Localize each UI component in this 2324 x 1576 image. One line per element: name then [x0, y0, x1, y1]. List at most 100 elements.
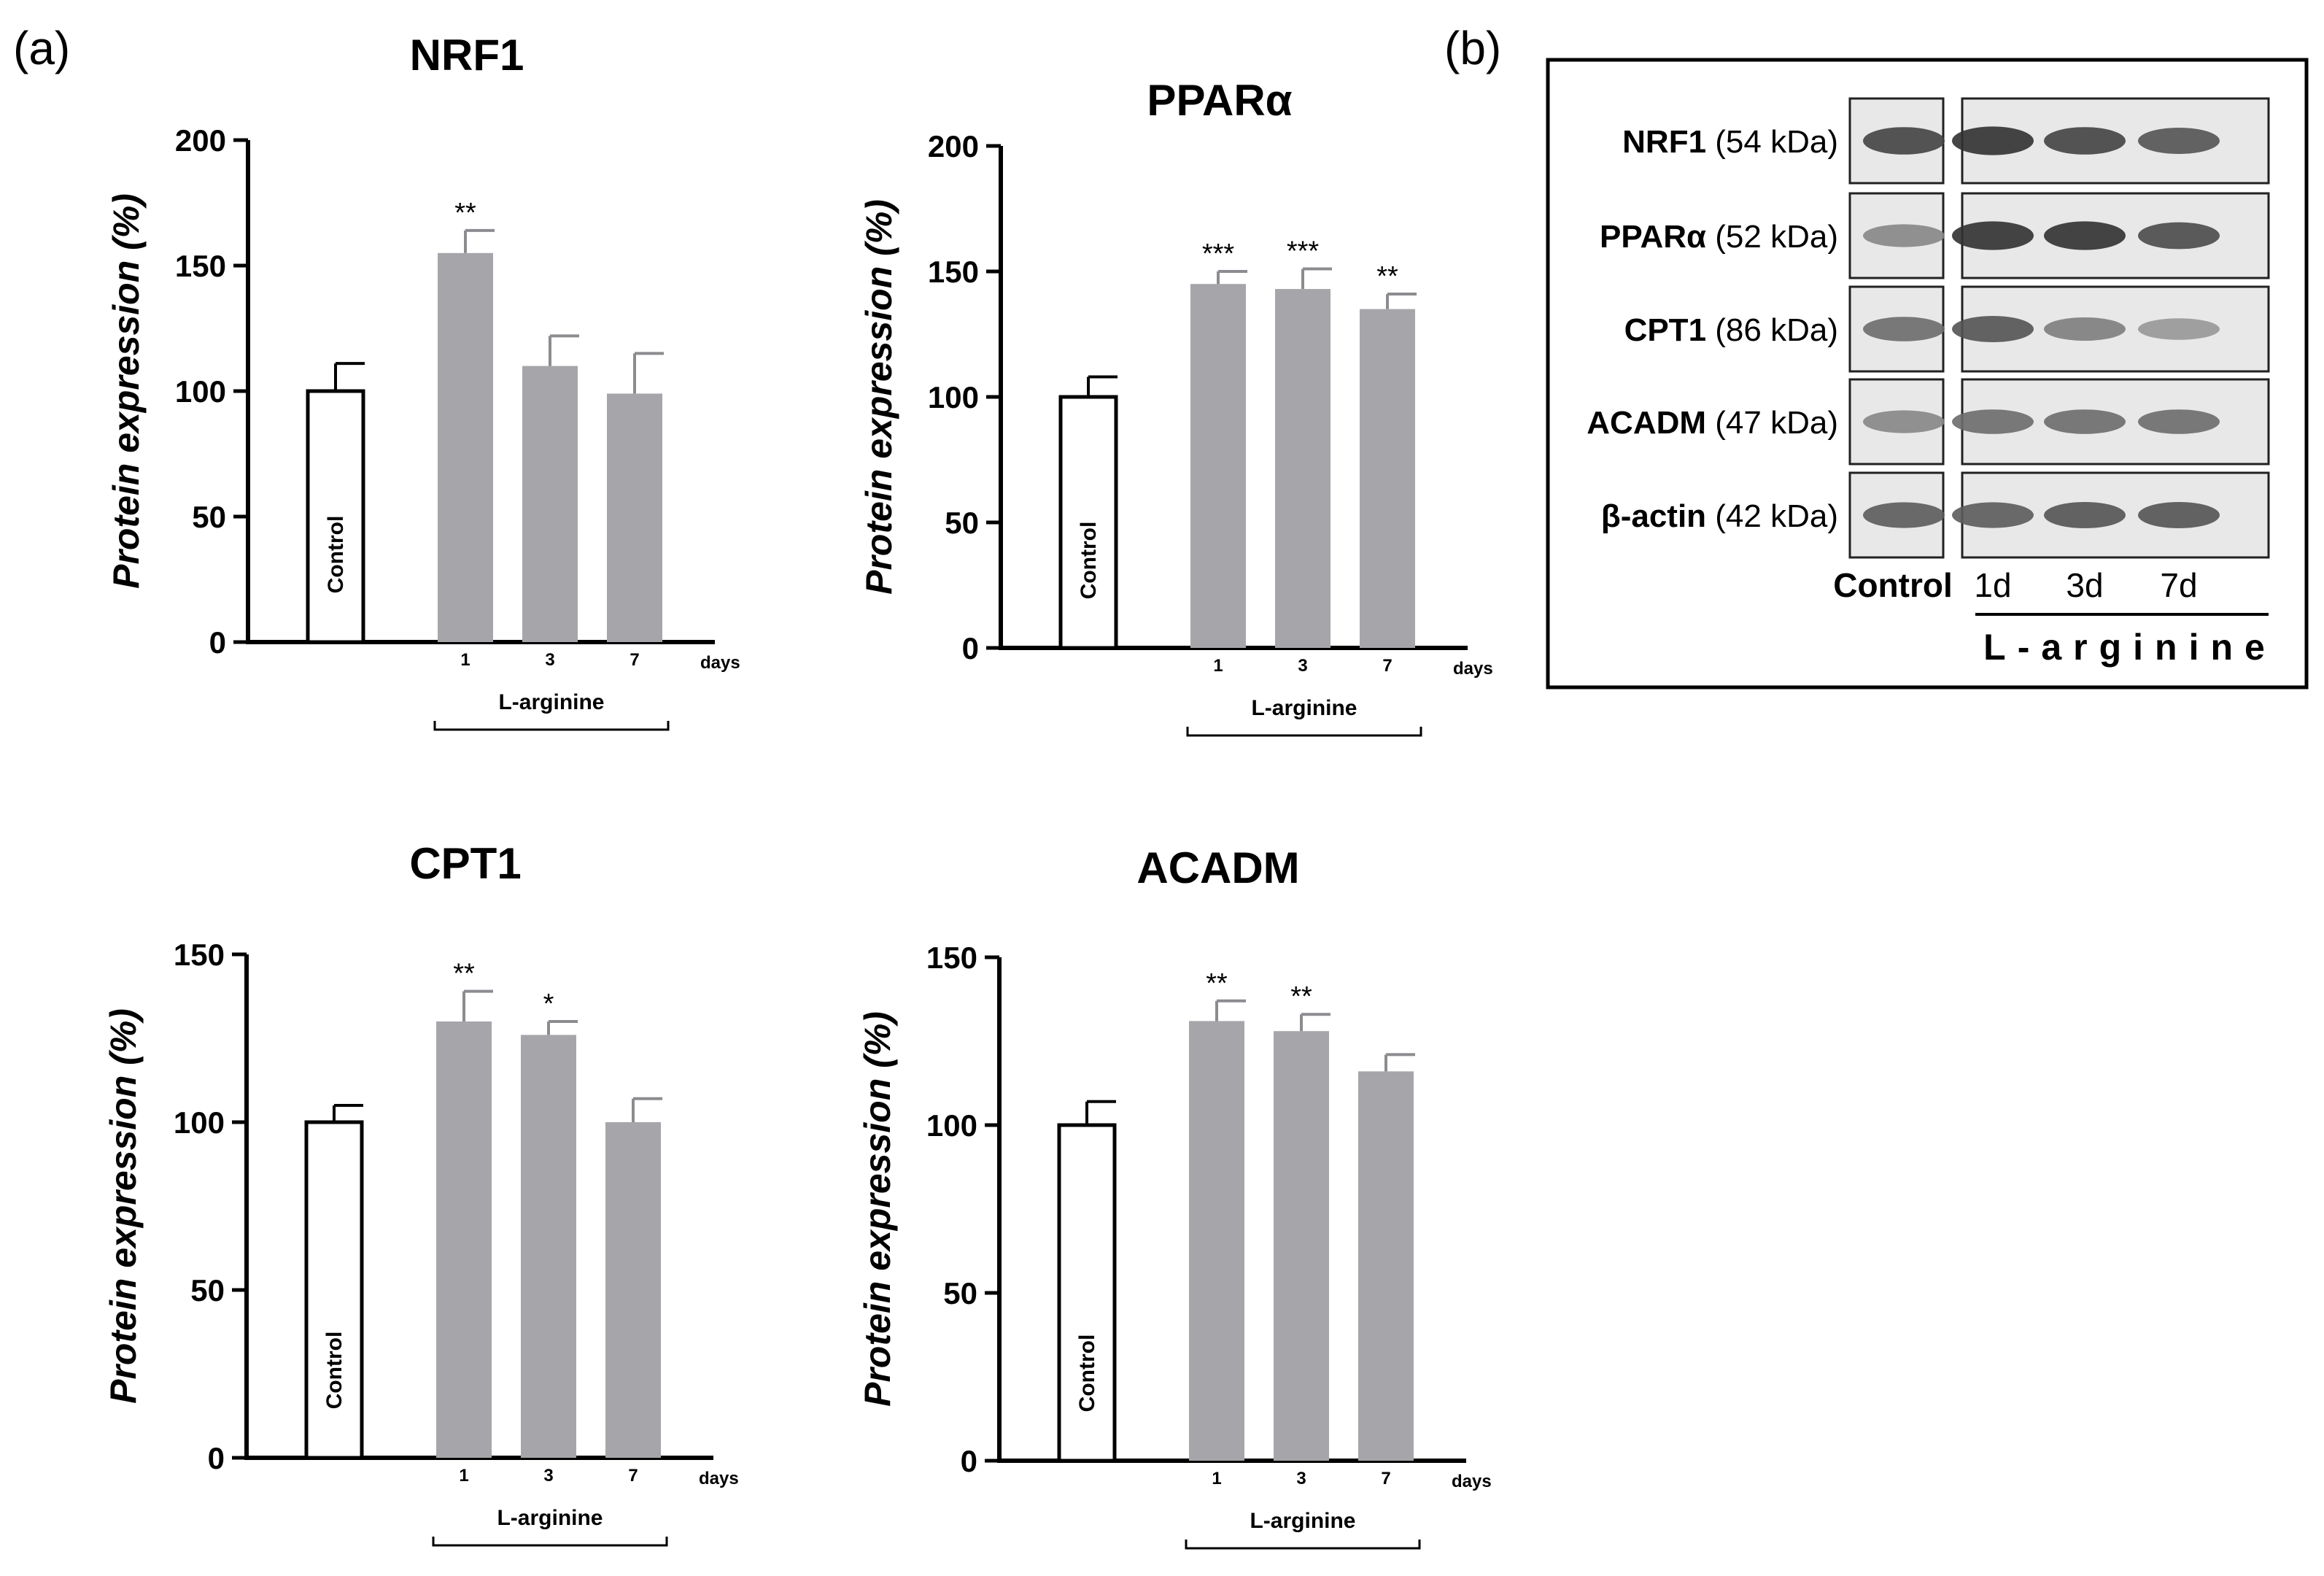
bar-control [306, 389, 365, 644]
y-tick-label: 150 [174, 938, 225, 972]
blot-lane-label-3d: 3d [2066, 566, 2103, 604]
y-tick-label: 100 [928, 380, 979, 414]
blot-band [1952, 221, 2034, 250]
significance-mark: ** [1290, 981, 1312, 1012]
blot-row-label: NRF1 (54 kDa) [1622, 124, 1838, 160]
blot-row-label: CPT1 (86 kDa) [1624, 312, 1838, 348]
y-tick-label: 150 [175, 249, 226, 283]
group-bracket [432, 1537, 668, 1547]
blot-band [2138, 409, 2220, 434]
y-axis-label: Protein expression (%) [857, 1011, 898, 1407]
bar-7 [605, 1122, 661, 1458]
blot-band [2138, 128, 2220, 154]
y-tick-label: 50 [192, 500, 226, 534]
control-bar-label: Control [1075, 1334, 1099, 1413]
bar-control [1057, 1123, 1117, 1463]
control-bar-label: Control [324, 516, 348, 594]
blot-band [2138, 502, 2220, 528]
blot-band [2138, 318, 2220, 340]
blot-band [1863, 317, 1945, 341]
chart-title: PPARα [1147, 76, 1292, 125]
blot-protein-name: NRF1 [1622, 124, 1706, 160]
y-axis-label: Protein expression (%) [103, 1008, 144, 1404]
group-label: L-arginine [497, 1506, 603, 1530]
bar-1 [438, 252, 493, 642]
blot-band [1863, 410, 1945, 433]
x-tick-label: 7 [1381, 1469, 1390, 1488]
chart-acadm: ACADM Protein expression (%) 0 50 100 150 Cont… [857, 843, 1492, 1550]
significance-mark: ** [1376, 261, 1398, 292]
bar-7 [1360, 309, 1415, 648]
bar-3 [522, 366, 578, 642]
blot-band [2138, 222, 2220, 250]
blot-molecular-weight: (52 kDa) [1706, 219, 1838, 255]
blot-row-ppar: PPARα (52 kDa) [1600, 192, 2270, 279]
blot-protein-name: PPARα [1600, 219, 1706, 255]
x-tick-label: 1 [1212, 1469, 1221, 1488]
blot-band [1863, 224, 1945, 247]
x-tick-label: 1 [460, 650, 470, 670]
group-bracket [1185, 1540, 1421, 1550]
y-axis-label: Protein expression (%) [859, 199, 899, 595]
x-tick-label: 3 [1298, 656, 1307, 676]
x-tick-label: 3 [1296, 1469, 1306, 1488]
y-tick-label: 100 [175, 374, 226, 409]
blot-band [1863, 127, 1945, 155]
x-tick-label: 7 [1382, 656, 1392, 676]
bar-1 [1190, 284, 1246, 648]
western-blot-panel: NRF1 (54 kDa) PPARα (52 kDa) CPT1 (86 kDa)… [1546, 58, 2309, 690]
y-tick-label: 0 [209, 625, 226, 660]
bar-1 [1189, 1021, 1244, 1461]
blot-row-nrf1: NRF1 (54 kDa) [1622, 97, 2270, 185]
blot-band [1952, 126, 2034, 155]
blot-row-acadm: ACADM (47 kDa) [1587, 378, 2270, 466]
y-tick-label: 100 [926, 1108, 977, 1143]
y-tick-label: 0 [962, 631, 979, 665]
days-label: days [1452, 1472, 1492, 1491]
significance-mark: ** [454, 198, 476, 228]
group-label: L-arginine [498, 690, 604, 714]
bar-7 [1358, 1071, 1414, 1461]
blot-molecular-weight: (42 kDa) [1706, 498, 1838, 534]
y-tick-label: 50 [943, 1276, 977, 1310]
group-bracket [433, 721, 670, 731]
bar-7 [607, 393, 662, 642]
days-label: days [700, 653, 740, 673]
days-label: days [699, 1469, 739, 1488]
panel-label-a: (a) [13, 22, 70, 74]
blot-molecular-weight: (86 kDa) [1706, 312, 1838, 348]
blot-control-label: Control [1833, 566, 1953, 604]
x-tick-label: 7 [628, 1466, 638, 1486]
x-tick-label: 1 [459, 1466, 468, 1486]
bar-control [304, 1120, 364, 1460]
y-tick-label: 0 [961, 1444, 977, 1478]
bar-1 [436, 1021, 492, 1458]
blot-band [2044, 221, 2126, 250]
bar-3 [1274, 1031, 1329, 1461]
y-tick-label: 150 [928, 255, 979, 289]
significance-mark: *** [1287, 236, 1320, 267]
blot-band [2044, 409, 2126, 434]
blot-band [1952, 502, 2034, 528]
blot-lane-label-7d: 7d [2160, 566, 2197, 604]
y-tick-label: 0 [208, 1441, 225, 1475]
blot-molecular-weight: (47 kDa) [1706, 405, 1838, 441]
chart-ppar: PPARα Protein expression (%) 0 50 100 150 200 C… [859, 76, 1493, 737]
x-tick-label: 3 [543, 1466, 553, 1486]
y-tick-label: 200 [928, 129, 979, 163]
chart-title: NRF1 [410, 31, 524, 80]
bar-3 [1275, 289, 1331, 648]
blot-protein-name: β-actin [1601, 498, 1706, 534]
y-tick-label: 50 [945, 506, 979, 540]
y-axis-label: Protein expression (%) [106, 193, 147, 589]
blot-molecular-weight: (54 kDa) [1706, 124, 1838, 160]
blot-group-label: L-arginine [1983, 627, 2277, 668]
blot-band [2044, 317, 2126, 341]
y-tick-label: 150 [926, 940, 977, 975]
bar-3 [521, 1035, 576, 1458]
blot-protein-name: CPT1 [1624, 312, 1706, 348]
blot-row-actin: β-actin (42 kDa) [1601, 471, 2270, 559]
control-bar-label: Control [1077, 522, 1101, 600]
